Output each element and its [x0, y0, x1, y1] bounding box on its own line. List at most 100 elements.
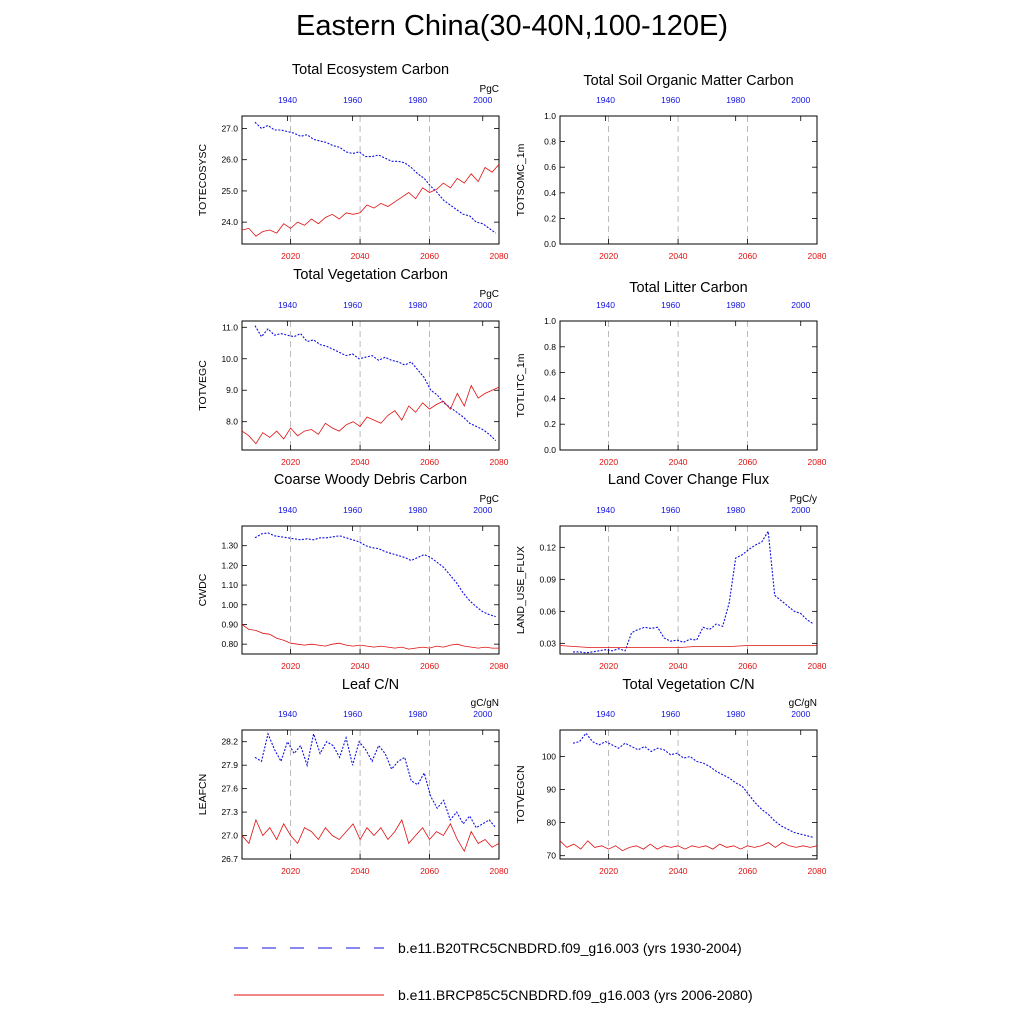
y-tick-label: 0.0	[544, 445, 556, 455]
y-tick-label: 0.0	[544, 239, 556, 249]
x-bottom-tick-label: 2080	[808, 251, 827, 261]
chart-title: Coarse Woody Debris Carbon	[274, 472, 467, 488]
x-top-tick-label: 1980	[726, 709, 745, 719]
y-tick-label: 90	[547, 785, 557, 795]
plot-frame	[559, 320, 818, 451]
y-tick-label: 10.0	[221, 354, 238, 364]
chart-panel-total-litter-carbon: Total Litter Carbon 0.0 0.2 0.4 0.6 0.8 1.0 TOT…	[515, 280, 827, 467]
chart-panel-leaf-c-n: Leaf C/N gC/gN 26.7 27.0 27.3 27.6 27.9 28.2 LEA…	[197, 677, 509, 876]
units-label: PgC	[480, 84, 499, 95]
units-label: PgC/y	[790, 494, 817, 505]
x-top-tick-label: 1940	[596, 709, 615, 719]
x-top-tick-label: 2000	[791, 95, 810, 105]
x-bottom-tick-label: 2040	[351, 661, 370, 671]
y-tick-label: 0.8	[544, 137, 556, 147]
y-tick-label: 1.20	[221, 560, 238, 570]
x-bottom-tick-label: 2080	[808, 457, 827, 467]
y-tick-label: 0.8	[544, 342, 556, 352]
y-tick-label: 80	[547, 818, 557, 828]
chart-title: Leaf C/N	[342, 677, 399, 693]
y-axis-label: TOTECOSYSC	[197, 144, 209, 217]
y-tick-label: 100	[542, 751, 556, 761]
x-bottom-tick-label: 2060	[738, 866, 757, 876]
x-top-tick-label: 1960	[343, 300, 362, 310]
x-bottom-tick-label: 2040	[669, 457, 688, 467]
x-top-tick-label: 2000	[791, 709, 810, 719]
y-tick-label: 8.0	[226, 417, 238, 427]
x-top-tick-label: 1980	[726, 300, 745, 310]
x-bottom-tick-label: 2020	[281, 251, 300, 261]
x-top-tick-label: 2000	[473, 505, 492, 515]
y-tick-label: 1.0	[544, 316, 556, 326]
x-top-tick-label: 1980	[726, 95, 745, 105]
plot-frame	[559, 115, 818, 245]
chart-title: Total Ecosystem Carbon	[292, 62, 449, 78]
y-axis-label: TOTVEGCN	[515, 765, 527, 823]
x-top-tick-label: 1980	[726, 505, 745, 515]
y-tick-label: 27.0	[221, 123, 238, 133]
x-bottom-tick-label: 2020	[599, 661, 618, 671]
y-tick-label: 0.2	[544, 213, 556, 223]
x-top-tick-label: 1940	[596, 505, 615, 515]
y-tick-label: 9.0	[226, 385, 238, 395]
series-line-hist	[573, 529, 814, 654]
chart-panel-total-vegetation-c-n: Total Vegetation C/N gC/gN 70 80 90 100 TOTVEG…	[515, 677, 827, 876]
y-tick-label: 24.0	[221, 217, 238, 227]
series-line-future	[241, 384, 500, 445]
units-label: PgC	[480, 289, 499, 300]
series-line-future	[241, 818, 500, 853]
x-bottom-tick-label: 2020	[599, 866, 618, 876]
x-top-tick-label: 2000	[791, 300, 810, 310]
x-bottom-tick-label: 2060	[738, 661, 757, 671]
y-axis-label: TOTVEGC	[197, 360, 209, 411]
y-tick-label: 1.30	[221, 541, 238, 551]
x-top-tick-label: 2000	[473, 709, 492, 719]
y-tick-label: 26.0	[221, 155, 238, 165]
series-line-hist	[254, 325, 497, 441]
x-bottom-tick-label: 2060	[738, 457, 757, 467]
x-bottom-tick-label: 2040	[351, 457, 370, 467]
page-title: Eastern China(30-40N,100-120E)	[295, 10, 729, 42]
x-bottom-tick-label: 2080	[490, 457, 509, 467]
x-top-tick-label: 1980	[408, 95, 427, 105]
units-label: gC/gN	[789, 698, 817, 709]
chart-panel-total-ecosystem-carbon: Total Ecosystem Carbon PgC 24.0 25.0 26.0 27.…	[197, 62, 509, 261]
y-tick-label: 70	[547, 851, 557, 861]
series-line-hist	[254, 121, 497, 234]
plot-frame	[559, 729, 818, 860]
x-bottom-tick-label: 2080	[490, 251, 509, 261]
y-tick-label: 0.2	[544, 419, 556, 429]
series-line-future	[559, 840, 818, 852]
x-bottom-tick-label: 2080	[490, 866, 509, 876]
x-bottom-tick-label: 2060	[420, 457, 439, 467]
y-tick-label: 28.2	[221, 737, 238, 747]
y-axis-label: TOTSOMC_1m	[515, 143, 527, 216]
y-tick-label: 0.03	[539, 638, 556, 648]
x-bottom-tick-label: 2080	[808, 866, 827, 876]
x-bottom-tick-label: 2040	[669, 661, 688, 671]
y-tick-label: 0.90	[221, 619, 238, 629]
y-tick-label: 26.7	[221, 854, 238, 864]
chart-panel-land-cover-change-flux: Land Cover Change Flux PgC/y 0.03 0.06 0.09 0…	[515, 472, 827, 671]
x-bottom-tick-label: 2020	[281, 457, 300, 467]
y-tick-label: 0.06	[539, 606, 556, 616]
x-bottom-tick-label: 2020	[281, 661, 300, 671]
x-top-tick-label: 1940	[278, 709, 297, 719]
plot-frame	[241, 320, 500, 451]
x-top-tick-label: 1940	[278, 95, 297, 105]
series-line-future	[241, 164, 500, 237]
legend-hist-label: b.e11.B20TRC5CNBDRD.f09_g16.003 (yrs 193…	[398, 940, 742, 956]
plot-frame	[241, 525, 500, 655]
x-bottom-tick-label: 2060	[420, 251, 439, 261]
x-top-tick-label: 1940	[596, 300, 615, 310]
chart-title: Total Soil Organic Matter Carbon	[583, 73, 793, 89]
y-tick-label: 1.00	[221, 600, 238, 610]
plot-frame	[559, 525, 818, 655]
y-tick-label: 0.4	[544, 188, 556, 198]
y-tick-label: 27.9	[221, 760, 238, 770]
y-axis-label: LEAFCN	[197, 774, 209, 815]
x-top-tick-label: 1960	[661, 300, 680, 310]
y-tick-label: 27.3	[221, 807, 238, 817]
x-bottom-tick-label: 2080	[490, 661, 509, 671]
